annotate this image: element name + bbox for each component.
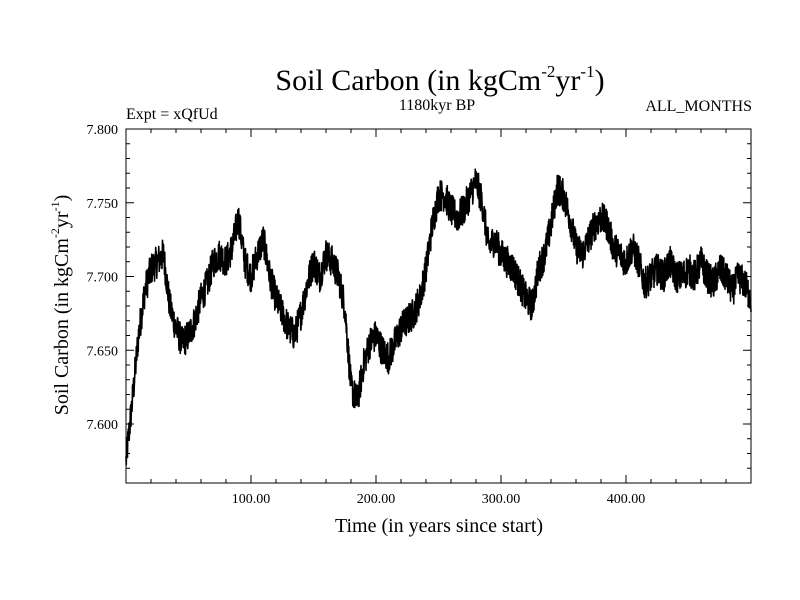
- y-tick-label: 7.600: [87, 418, 119, 433]
- x-tick-label: 100.00: [232, 492, 271, 507]
- y-tick-label: 7.650: [87, 344, 119, 359]
- series-line-soil-carbon: [125, 168, 752, 466]
- x-tick-label: 300.00: [482, 492, 521, 507]
- chart-subtitle: 1180kyr BP: [399, 97, 475, 114]
- expt-label: Expt = xQfUd: [126, 106, 218, 123]
- months-label: ALL_MONTHS: [645, 98, 752, 115]
- plot-frame: [125, 128, 752, 484]
- x-tick-label: 200.00: [357, 492, 396, 507]
- y-axis: 7.600 7.650 7.700 7.750 7.800: [87, 123, 751, 469]
- y-tick-label: 7.700: [87, 271, 119, 286]
- y-tick-label: 7.750: [87, 197, 119, 212]
- y-axis-label: Soil Carbon (in kgCm-2yr-1): [48, 195, 73, 416]
- x-tick-label: 400.00: [607, 492, 646, 507]
- x-axis-label: Time (in years since start): [335, 515, 543, 537]
- y-tick-label: 7.800: [87, 123, 119, 138]
- chart-title: Soil Carbon (in kgCm-2yr-1): [275, 62, 604, 97]
- x-axis: 100.00 200.00 300.00 400.00: [150, 129, 727, 507]
